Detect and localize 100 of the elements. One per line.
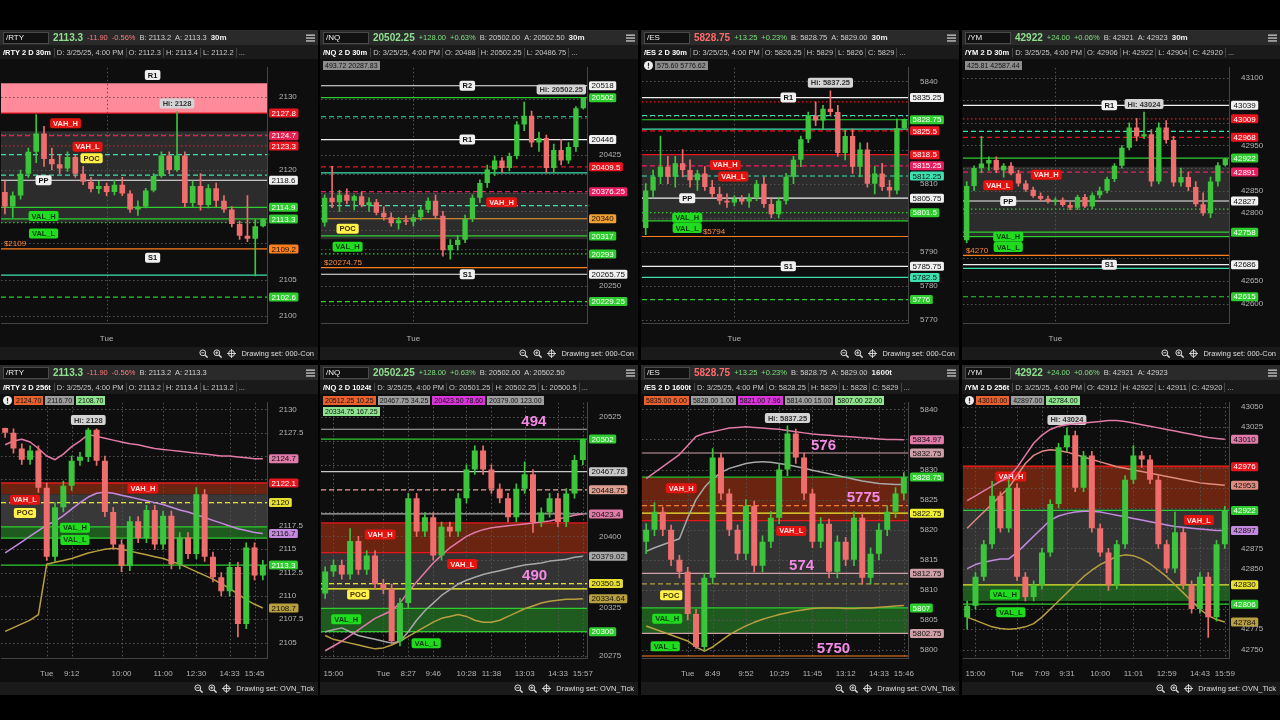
y-tick-label: 42800 [1241, 208, 1264, 218]
x-tick-label: 13:12 [835, 669, 857, 679]
x-tick-label: 10:29 [769, 669, 790, 679]
candlestick [56, 155, 63, 175]
text: /ES [644, 31, 690, 44]
x-tick-label: 7:09 [1034, 669, 1051, 679]
ref-line-label: 42686 [1233, 260, 1257, 270]
y-tick-label: 5840 [920, 76, 939, 86]
text: 30m [871, 33, 888, 42]
ref-line-label: 5812.25 [912, 171, 942, 181]
ref-line-label: 42922 [1233, 153, 1257, 163]
x-tick-label: 12:30 [186, 669, 207, 679]
y-tick-label: 42875 [1241, 543, 1264, 553]
x-tick-label: Tue [406, 334, 421, 344]
x-tick-label: 11:38 [481, 669, 502, 679]
data-label: 5834.97 [912, 435, 942, 445]
y-tick-label: 2107.5 [279, 614, 305, 624]
annotation: $5794 [702, 226, 726, 236]
text: 42922 [1015, 366, 1043, 379]
x-tick-label: 14:33 [219, 669, 241, 679]
ref-line-label: 20229.25 [591, 297, 626, 307]
data-label: 20334.64 [591, 594, 626, 604]
x-tick-label: 14:33 [868, 669, 890, 679]
candlestick [403, 215, 409, 226]
ref-line-label: 42615 [1233, 292, 1257, 302]
x-tick-label: 9:46 [425, 669, 442, 679]
ref-line-label: 2124.7 [271, 131, 297, 141]
x-tick-label: 15:00 [323, 669, 345, 679]
ref-line-label: 2102.6 [271, 292, 297, 302]
y-tick-label: 42850 [1241, 563, 1264, 573]
data-label: 43010 [1233, 434, 1257, 444]
ref-line-label: 2114.9 [271, 202, 296, 212]
x-tick-label: 15:46 [893, 669, 915, 679]
annotation: 490 [522, 566, 548, 584]
ref-line-label: 42976 [1233, 462, 1257, 472]
y-tick-label: 5825 [920, 494, 939, 504]
ref-line-label: 5818.5 [912, 150, 938, 160]
ref-line-label: 20502 [591, 93, 615, 103]
candlestick [366, 197, 372, 212]
text: /YM [965, 366, 1011, 379]
ref-line-label: 43039 [1233, 100, 1257, 110]
x-tick-label: Tue [376, 669, 391, 679]
ref-line-label: 5815.25 [912, 161, 942, 171]
ref-line-label: 2113.3 [271, 560, 296, 570]
x-tick-label: Tue [680, 669, 696, 679]
x-tick-label: 14:33 [547, 669, 569, 679]
data-label: 42953 [1233, 481, 1257, 491]
ref-line-label: 5785.75 [912, 262, 942, 272]
ref-line-label: 20518 [591, 81, 615, 91]
ref-line-label: 5801.5 [912, 208, 938, 218]
x-tick-label: 11:45 [802, 669, 823, 679]
ref-line-label: 20502 [591, 434, 615, 444]
y-tick-label: 2127.5 [279, 427, 305, 437]
text: 2113.3 [53, 31, 84, 44]
y-tick-label: 5840 [920, 404, 939, 414]
ref-line-label: 5835.25 [912, 93, 942, 103]
x-tick-label: 13:03 [514, 669, 536, 679]
y-tick-label: 5815 [920, 554, 939, 564]
y-tick-label: 2112.5 [279, 567, 304, 577]
ref-line-label: 2122.1 [271, 478, 297, 488]
y-tick-label: 20250 [599, 281, 622, 291]
ref-line-label: 20376.25 [591, 187, 626, 197]
y-tick-label: 43050 [1241, 402, 1264, 412]
ref-line-label: 20467.78 [591, 467, 626, 477]
text: 30m [1171, 33, 1188, 42]
text: /YM [965, 31, 1011, 44]
text: 30m [568, 33, 585, 42]
ref-line-label: 2113.3 [271, 214, 296, 224]
candlestick [174, 111, 180, 172]
y-tick-label: 20325 [599, 603, 622, 613]
ref-line-label: 5825.5 [912, 126, 938, 136]
ref-line-label: 20350.5 [591, 579, 621, 589]
annotation: 494 [521, 411, 547, 429]
y-tick-label: 2130 [279, 92, 298, 102]
y-tick-label: 42775 [1241, 624, 1264, 634]
ref-line-label: 20448.75 [591, 485, 626, 495]
y-tick-label: 5805 [920, 615, 939, 625]
text: /RTY [3, 31, 49, 44]
y-tick-label: 2120 [279, 165, 298, 175]
ref-line-label: 42891 [1233, 167, 1257, 177]
x-tick-label: 8:49 [704, 669, 721, 679]
y-tick-label: 42950 [1241, 140, 1264, 150]
x-tick-label: 14:43 [1189, 669, 1211, 679]
text: 42922 [1015, 31, 1043, 44]
x-tick-label: 15:57 [572, 669, 594, 679]
y-tick-label: 5770 [920, 315, 939, 325]
text: 20502.25 [373, 31, 415, 44]
x-tick-label: 9:12 [63, 669, 80, 679]
y-tick-label: 2100 [279, 311, 298, 321]
candlestick [252, 219, 259, 277]
ref-line-label: 5782.5 [912, 273, 938, 283]
x-tick-label: 11:00 [153, 669, 174, 679]
ref-line-label: 42827 [1233, 196, 1257, 206]
y-tick-label: 43025 [1241, 422, 1264, 432]
ref-line-label: 5828.75 [912, 472, 942, 482]
candlestick [536, 131, 542, 152]
y-tick-label: 5830 [920, 464, 939, 474]
data-label: 2116.7 [271, 529, 296, 539]
y-tick-label: 20425 [599, 150, 622, 160]
x-tick-label: Tue [99, 334, 114, 344]
